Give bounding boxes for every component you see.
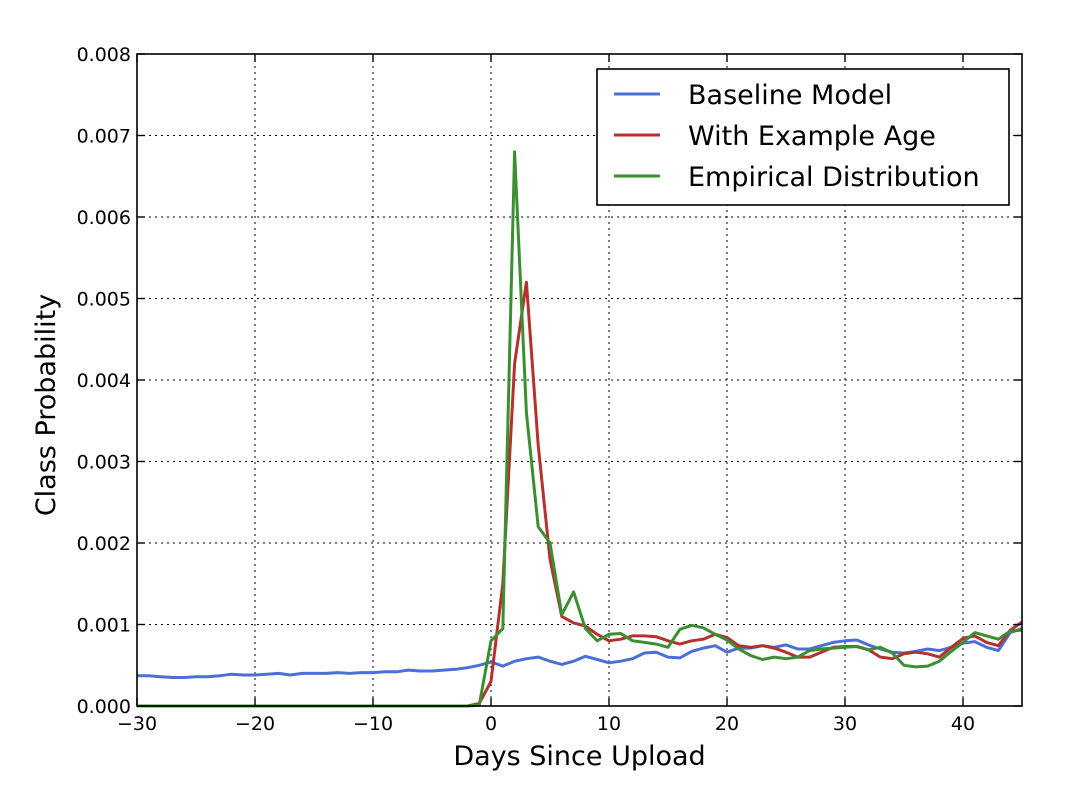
legend-box (596, 68, 1010, 206)
y-tick-label: 0.008 (77, 44, 131, 66)
legend-label-with-example-age: With Example Age (688, 121, 936, 152)
legend-label-baseline-model: Baseline Model (688, 80, 892, 111)
legend-label-empirical-distribution: Empirical Distribution (688, 162, 980, 193)
x-tick-label: 10 (597, 713, 621, 735)
y-axis-title: Class Probability (31, 294, 62, 516)
y-tick-label: 0.005 (77, 289, 131, 311)
x-tick-label: 20 (715, 713, 739, 735)
series-line-empirical-distribution (137, 150, 1023, 708)
series-lines (137, 150, 1023, 708)
y-tick-label: 0.002 (77, 533, 131, 555)
x-tick-label: −10 (353, 713, 393, 735)
x-tick-label: −20 (235, 713, 275, 735)
x-tick-label: 0 (485, 713, 497, 735)
x-tick-label: 40 (951, 713, 975, 735)
x-tick-label: 30 (833, 713, 857, 735)
series-line-baseline-model (137, 627, 1023, 679)
x-tick-label: −30 (117, 713, 157, 735)
x-axis-title: Days Since Upload (453, 741, 705, 772)
y-tick-label: 0.003 (77, 452, 131, 474)
series-line-with-example-age (137, 280, 1023, 708)
legend: Baseline Model With Example Age Empirica… (596, 68, 1010, 206)
y-tick-label: 0.007 (77, 126, 131, 148)
y-tick-label: 0.004 (77, 370, 131, 392)
y-tick-label: 0.006 (77, 207, 131, 229)
y-tick-label: 0.000 (77, 696, 131, 718)
y-tick-label: 0.001 (77, 615, 131, 637)
axis-ticks: −30 −20 −10 0 10 20 30 40 0.000 0.001 0.002 0.003 0.… (77, 44, 1022, 735)
